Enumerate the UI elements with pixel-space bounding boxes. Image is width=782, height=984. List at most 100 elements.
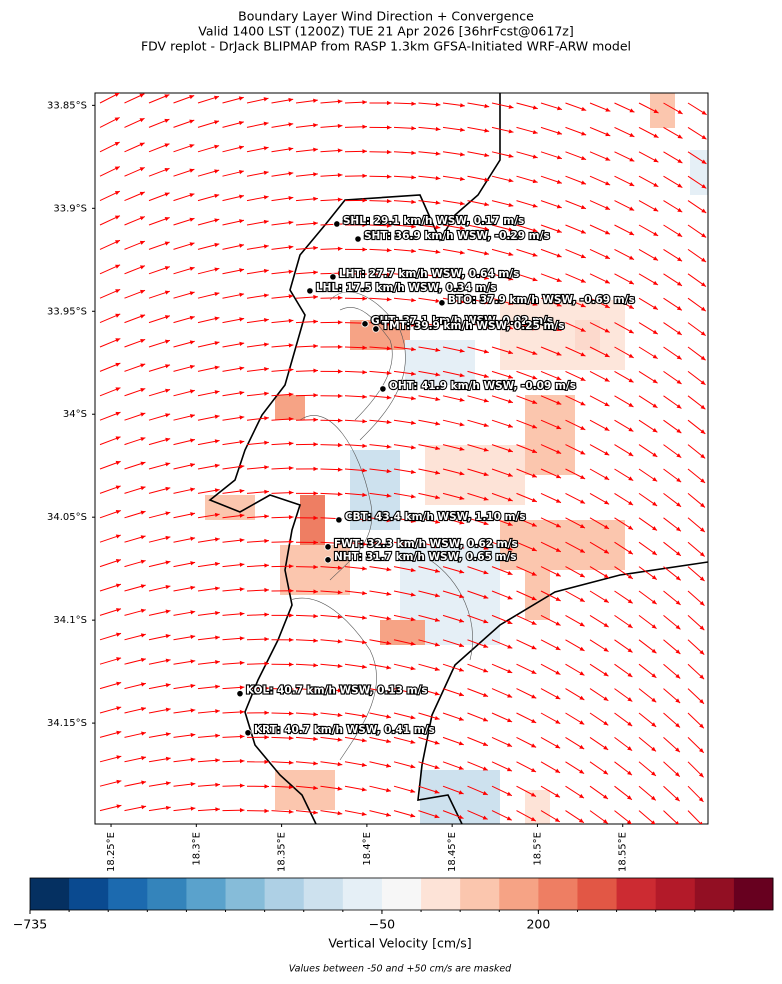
wind-arrow-head [361, 811, 367, 817]
station-label: SHT: 36.9 km/h WSW, -0.29 m/s [364, 230, 550, 242]
wind-arrow-head [239, 587, 245, 592]
wind-arrow-head [313, 515, 318, 521]
wind-arrow-head [313, 196, 318, 202]
wind-arrow-head [676, 404, 682, 409]
station [333, 220, 341, 228]
wind-arrow-head [114, 191, 120, 196]
station-label: LHT: 27.7 km/h WSW, 0.64 m/s [339, 268, 519, 280]
wind-arrow-head [556, 351, 562, 356]
wind-arrow-head [628, 353, 634, 358]
wind-arrow-head [410, 813, 416, 818]
wind-arrow-head [555, 498, 561, 503]
wind-arrow-head [410, 788, 416, 793]
wind-arrow-head [532, 105, 538, 110]
colorbar-swatch [147, 878, 187, 910]
wind-arrow-head [264, 661, 269, 666]
wind-arrow-head [189, 266, 195, 271]
x-tick-label: 18.4°E [362, 832, 373, 866]
wind-arrow-head [239, 292, 245, 297]
wind-arrow-head [165, 781, 171, 786]
wind-arrow-head [459, 348, 465, 353]
wind-arrow-head [579, 720, 585, 725]
wind-arrow-head [459, 324, 465, 329]
wind-arrow-head [238, 145, 244, 150]
wind-arrow-head [603, 671, 609, 677]
wind-arrow-head [652, 526, 657, 531]
wind-arrow-head [483, 545, 489, 550]
colorbar-swatch [616, 878, 657, 910]
wind-arrow-head [288, 294, 294, 299]
wind-arrow-head [214, 291, 220, 297]
wind-arrow-head [700, 429, 706, 434]
wind-arrow-head [698, 772, 704, 778]
wind-arrow-head [337, 393, 343, 399]
wind-arrow-head [555, 670, 561, 675]
colorbar-swatch [421, 878, 461, 910]
wind-arrow-head [337, 492, 343, 497]
wind-arrow-head [532, 179, 538, 184]
wind-arrow-head [507, 693, 513, 698]
wind-arrow-head [675, 698, 681, 704]
wind-arrow-head [459, 471, 465, 476]
wind-arrow-head [140, 608, 146, 613]
wind-arrow-head [434, 715, 440, 721]
wind-arrow-head [263, 195, 269, 200]
wind-arrow-head [337, 197, 343, 202]
wind-arrow-head [459, 373, 465, 378]
wind-arrow-head [140, 388, 146, 393]
wind-arrow-head [676, 428, 682, 434]
wind-arrow-head [337, 320, 343, 325]
wind-arrow-head [482, 766, 488, 771]
wind-arrow-head [165, 364, 171, 369]
wind-arrow-head [530, 792, 536, 797]
wind-arrow-head [386, 125, 392, 130]
wind-arrow-head [288, 318, 294, 323]
wind-arrow-head [116, 632, 122, 637]
wind-arrow-head [677, 281, 682, 286]
wind-arrow-head [239, 611, 245, 616]
wind-arrow-head [508, 178, 514, 183]
wind-arrow-head [508, 129, 514, 134]
wind-arrow-head [115, 485, 121, 490]
wind-arrow-head [459, 274, 465, 280]
wind-arrow-head [313, 810, 318, 815]
wind-arrow-head [507, 570, 513, 575]
wind-arrow-head [386, 640, 392, 646]
wind-arrow-head [701, 159, 707, 164]
wind-arrow-head [165, 732, 171, 737]
wind-arrow-head [386, 788, 391, 793]
wind-arrow-head [337, 761, 343, 767]
wind-arrow-head [483, 472, 489, 477]
wind-arrow-head [214, 218, 220, 223]
wind-arrow-head [288, 785, 294, 790]
wind-arrow-head [337, 172, 343, 178]
wind-arrow-head [459, 569, 465, 574]
wind-arrow-head [482, 815, 488, 820]
wind-arrow-head [483, 447, 489, 452]
wind-arrow-head [238, 170, 244, 175]
wind-arrow-head [313, 540, 318, 545]
wind-arrow-head [215, 635, 220, 640]
wind-arrow-head [264, 587, 269, 593]
wind-arrow-head [164, 167, 170, 172]
wind-arrow-head [116, 657, 122, 662]
wind-arrow-head [532, 326, 538, 331]
wind-arrow-head [386, 518, 392, 523]
wind-arrow-head [190, 610, 196, 615]
wind-arrow-head [313, 761, 318, 766]
wind-arrow-head [263, 97, 269, 102]
wind-arrow-head [288, 735, 294, 741]
colorbar-swatch [655, 878, 696, 910]
wind-arrow-head [556, 302, 562, 307]
wind-arrow-head [361, 713, 367, 718]
wind-arrow-head [506, 816, 512, 821]
wind-arrow-head [140, 510, 146, 515]
wind-arrow-head [165, 560, 171, 565]
wind-arrow-head [434, 617, 440, 622]
wind-arrow-head [459, 299, 465, 304]
wind-arrow-head [288, 490, 294, 495]
wind-arrow-head [189, 242, 195, 247]
station-label: KRT: 40.7 km/h WSW, 0.41 m/s [254, 724, 435, 736]
wind-arrow-head [627, 549, 633, 555]
colorbar-swatch [577, 878, 618, 910]
